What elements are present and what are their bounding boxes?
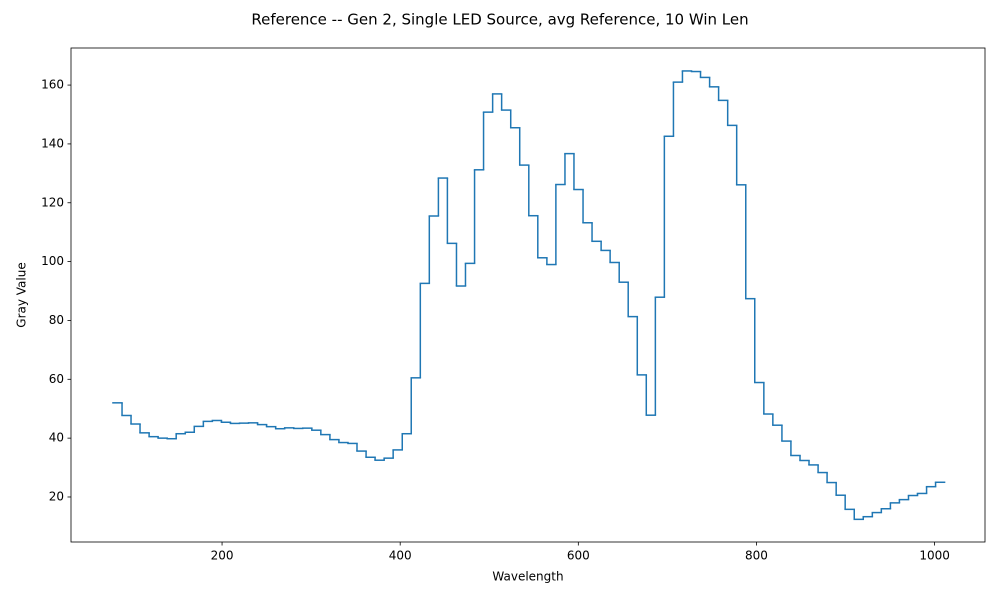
x-tick-label: 400	[389, 549, 412, 563]
x-tick-label: 600	[567, 549, 590, 563]
chart-title: Reference -- Gen 2, Single LED Source, a…	[251, 11, 748, 29]
x-tick-label: 800	[745, 549, 768, 563]
y-tick-label: 160	[41, 78, 64, 92]
x-tick-label: 1000	[919, 549, 950, 563]
y-tick-label: 40	[49, 431, 64, 445]
x-tick-label: 200	[211, 549, 234, 563]
x-axis-label: Wavelength	[492, 570, 563, 584]
y-tick-label: 20	[49, 489, 64, 503]
y-tick-label: 80	[49, 313, 64, 327]
y-tick-label: 140	[41, 136, 64, 150]
y-tick-label: 60	[49, 372, 64, 386]
plot-frame	[70, 47, 986, 543]
y-tick-label: 120	[41, 195, 64, 209]
y-tick-label: 100	[41, 254, 64, 268]
y-axis-label: Gray Value	[15, 262, 29, 327]
